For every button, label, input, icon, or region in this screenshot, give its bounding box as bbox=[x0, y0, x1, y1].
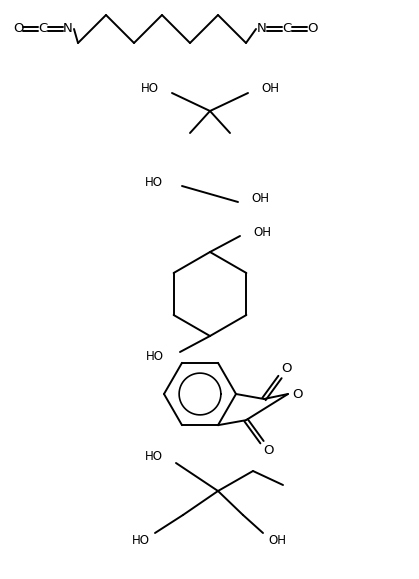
Text: C: C bbox=[39, 23, 48, 35]
Text: OH: OH bbox=[251, 192, 269, 204]
Text: HO: HO bbox=[145, 175, 163, 189]
Text: O: O bbox=[292, 387, 302, 401]
Text: OH: OH bbox=[253, 225, 271, 239]
Text: OH: OH bbox=[261, 82, 279, 96]
Text: O: O bbox=[13, 23, 23, 35]
Text: HO: HO bbox=[145, 450, 163, 464]
Text: OH: OH bbox=[268, 533, 286, 547]
Text: O: O bbox=[263, 444, 273, 457]
Text: HO: HO bbox=[141, 82, 159, 96]
Text: N: N bbox=[63, 23, 73, 35]
Text: O: O bbox=[307, 23, 317, 35]
Text: C: C bbox=[282, 23, 292, 35]
Text: O: O bbox=[281, 362, 291, 376]
Text: HO: HO bbox=[146, 350, 164, 362]
Text: N: N bbox=[257, 23, 267, 35]
Text: HO: HO bbox=[132, 533, 150, 547]
